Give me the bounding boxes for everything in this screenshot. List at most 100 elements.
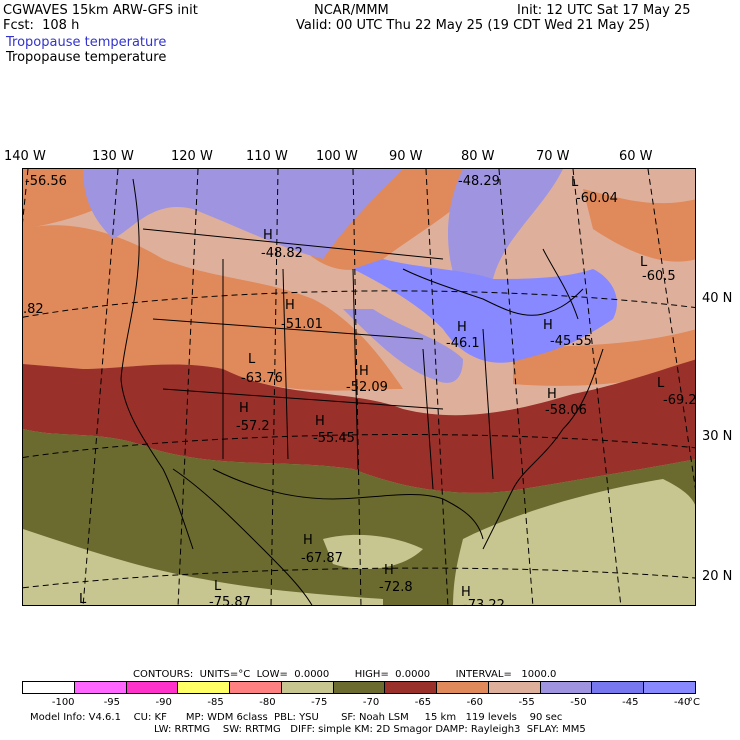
lon-label: 110 W (246, 149, 288, 164)
colorbar-swatch (333, 682, 386, 693)
contour-value: -67.87 (301, 551, 343, 566)
high-marker: H (303, 533, 313, 548)
contour-value: -63.76 (241, 371, 283, 386)
graticule-line (23, 434, 695, 459)
orange-region-north (303, 169, 493, 270)
lon-label: 140 W (4, 149, 46, 164)
low-marker: L (640, 255, 648, 270)
lat-label: 40 N (702, 291, 733, 306)
high-marker: H (263, 228, 273, 243)
contour-value: -75.87 (209, 595, 251, 606)
colorbar-label: -60 (466, 697, 483, 708)
colorbar-swatch (540, 682, 593, 693)
west-coastline (120, 178, 194, 550)
model-info-line-2: LW: RRTMG SW: RRTMG DIFF: simple KM: 2D … (154, 724, 586, 735)
high-marker: H (384, 563, 394, 578)
boundaries (120, 178, 604, 605)
colorbar-label: -80 (259, 697, 276, 708)
graticule-line (82, 169, 119, 605)
colorbar-swatch (178, 682, 231, 693)
contour-value: -57.2 (236, 419, 270, 434)
lon-label: 70 W (536, 149, 570, 164)
colorbar-label: -70 (362, 697, 380, 708)
map-canvas (23, 169, 695, 605)
graticule-line (352, 169, 362, 605)
khaki-region-sw (23, 529, 383, 605)
model-info-line-1: Model Info: V4.6.1 CU: KF MP: WDM 6class… (30, 712, 563, 723)
high-marker: H (543, 318, 553, 333)
contour-value: .82 (23, 302, 44, 317)
lat-label: 30 N (702, 429, 733, 444)
state-border (482, 328, 494, 480)
colorbar-swatch (592, 682, 645, 693)
lon-label: 90 W (389, 149, 423, 164)
lon-label: 130 W (92, 149, 134, 164)
colorbar-swatch (488, 682, 541, 693)
high-marker: H (547, 387, 557, 402)
graticule-line (572, 169, 622, 605)
graticule-line (498, 169, 534, 605)
state-border (282, 268, 289, 460)
colorbar-swatch (74, 682, 127, 693)
graticule-line (425, 169, 449, 605)
graticule-line (177, 169, 199, 605)
colorbar-swatch (230, 682, 282, 693)
colorbar-swatch (126, 682, 179, 693)
contour-value: -48.29 (458, 174, 500, 189)
purple-region-hudson (448, 169, 563, 299)
high-marker: H (461, 585, 471, 600)
orange-region-east (513, 329, 695, 386)
field-title-secondary: Tropopause temperature (6, 50, 167, 65)
colorbar-label: -85 (207, 697, 224, 708)
colorbar (22, 681, 696, 694)
state-border (352, 268, 359, 470)
lon-label: 120 W (171, 149, 213, 164)
purple-region-plains (343, 309, 463, 383)
colorbar-label: -100 (51, 697, 75, 708)
graticule-line (647, 169, 695, 490)
red-region (23, 359, 695, 493)
state-border (162, 388, 444, 410)
contour-value: -60.04 (576, 191, 618, 206)
contour-value: -45.55 (550, 334, 592, 349)
model-title: CGWAVES 15km ARW-GFS init (3, 3, 198, 18)
field-title-primary: Tropopause temperature (6, 35, 167, 50)
contour-value: -72.8 (379, 580, 413, 595)
low-marker: L (214, 579, 222, 594)
orange-region (23, 225, 403, 391)
colorbar-label: °C (688, 697, 700, 708)
colorbar-label: -40 (674, 697, 691, 708)
gulf-coastline (212, 468, 484, 540)
colorbar-swatch (385, 682, 438, 693)
contour-value: -55.45 (313, 431, 355, 446)
contour-value: -73.22 (463, 598, 505, 606)
valid-time: Valid: 00 UTC Thu 22 May 25 (19 CDT Wed … (296, 18, 651, 33)
us-canada-border (142, 228, 444, 260)
colorbar-swatch (23, 682, 75, 693)
colorbar-swatch (437, 682, 489, 693)
high-marker: H (457, 320, 467, 335)
graticule-line (23, 567, 695, 589)
colorbar-label: -55 (518, 697, 535, 708)
colorbar-label: -90 (155, 697, 172, 708)
low-marker: L (248, 352, 256, 367)
colorbar-label: -65 (414, 697, 432, 708)
init-time: Init: 12 UTC Sat 17 May 25 (517, 3, 691, 18)
forecast-hour: Fcst: 108 h (3, 18, 80, 33)
contour-info: CONTOURS: UNITS=°C LOW= 0.0000 HIGH= 0.0… (133, 669, 557, 680)
contour-value: -52.09 (346, 380, 388, 395)
state-border (422, 348, 434, 490)
low-marker: L (571, 175, 579, 190)
high-marker: H (285, 298, 295, 313)
state-border (152, 318, 424, 340)
colorbar-label: -50 (570, 697, 587, 708)
contour-value: -60.5 (642, 269, 676, 284)
contour-value: -69.2 (663, 393, 696, 408)
contour-value: -46.1 (446, 336, 480, 351)
lat-label: 20 N (702, 569, 733, 584)
contour-value: -58.06 (545, 403, 587, 418)
low-marker: L (79, 592, 87, 606)
contour-value: -51.01 (281, 317, 323, 332)
colorbar-label: -75 (311, 697, 328, 708)
colorbar-label: -95 (103, 697, 121, 708)
